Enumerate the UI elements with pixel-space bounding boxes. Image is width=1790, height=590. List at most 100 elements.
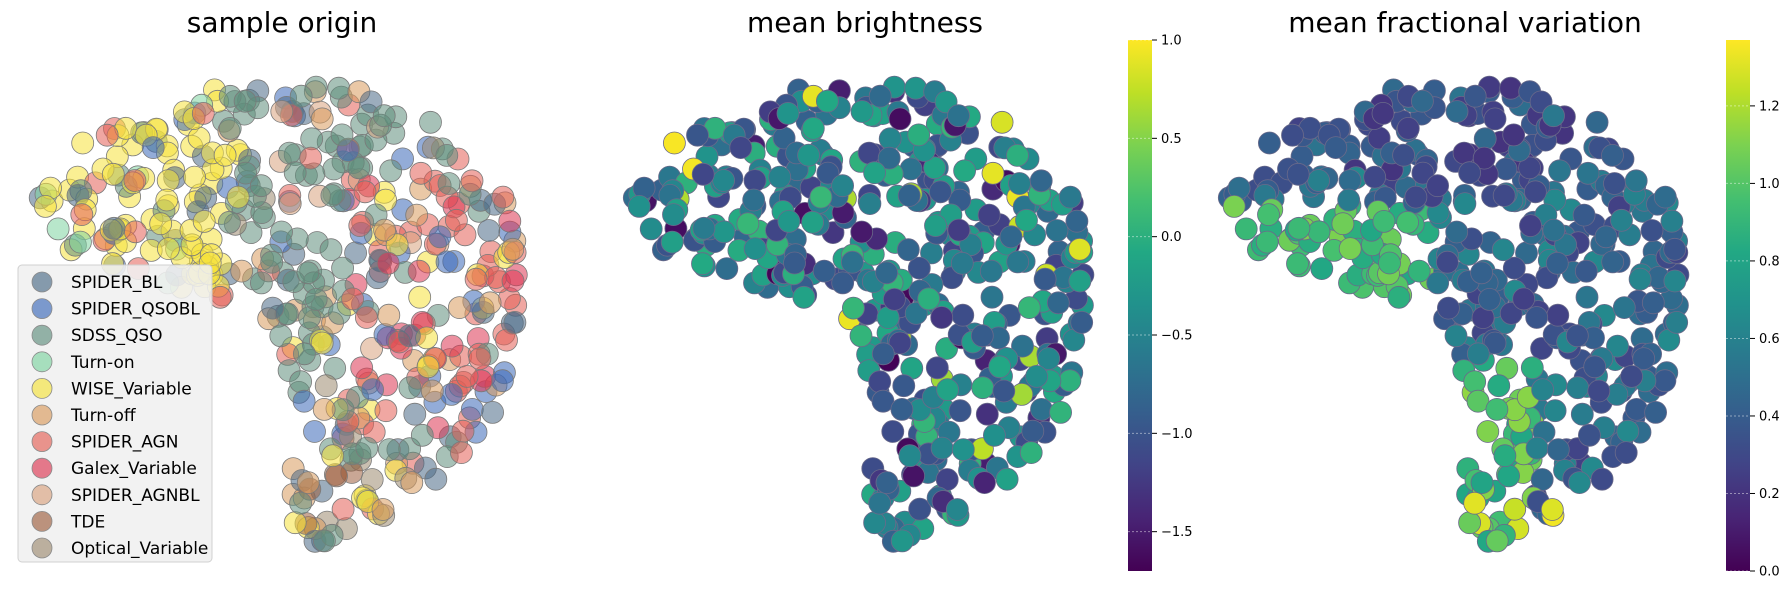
scatter-point	[809, 185, 833, 209]
scatter-point	[981, 161, 1005, 185]
scatter-point	[1492, 184, 1516, 207]
scatter-point	[226, 185, 250, 209]
scatter-point	[1371, 102, 1395, 125]
scatter-point	[501, 237, 525, 261]
scatter-point	[1575, 285, 1599, 309]
scatter-point	[296, 261, 320, 285]
scatter-point	[792, 285, 816, 309]
scatter-point	[945, 498, 969, 521]
scatter-point	[1518, 156, 1541, 180]
scatter-point	[831, 271, 855, 295]
scatter-point	[831, 174, 854, 198]
scatter-point	[871, 342, 895, 366]
scatter-point	[296, 471, 320, 495]
scatter-point	[70, 203, 94, 227]
legend-marker	[31, 537, 53, 559]
scatter-point	[230, 259, 254, 283]
scatter-point	[868, 84, 892, 108]
scatter-point	[405, 203, 429, 227]
scatter-point	[1372, 209, 1396, 233]
scatter-point	[321, 444, 345, 468]
scatter-point	[1590, 467, 1614, 491]
scatter-point	[1483, 107, 1507, 131]
scatter-point	[1644, 400, 1667, 424]
scatter-point	[249, 174, 273, 198]
scatter-point	[925, 356, 949, 380]
scatter-point	[1068, 269, 1092, 293]
scatter-point	[283, 511, 307, 535]
scatter-point	[353, 180, 377, 204]
scatter-point	[1614, 441, 1638, 465]
scatter-point	[1029, 169, 1053, 193]
chart-title: mean fractional variation	[1288, 6, 1642, 39]
colorbar-ticks: 1.0 0.5 0.0 −0.5 −1.0 −1.5	[1128, 34, 1193, 540]
scatter-point	[1472, 146, 1496, 170]
colorbar-tick-label: −0.5	[1161, 329, 1193, 344]
scatter-point	[1503, 497, 1527, 521]
scatter-point	[156, 237, 180, 261]
scatter-point	[191, 102, 215, 125]
scatter-point	[947, 218, 971, 242]
scatter-point	[1512, 287, 1536, 311]
scatter-point	[1286, 162, 1310, 186]
scatter-point	[1033, 267, 1057, 291]
scatter-point	[1578, 423, 1601, 447]
scatter-point	[1601, 143, 1624, 167]
legend-entries: SPIDER_BL SPIDER_QSOBL SDSS_QSO Turn-on WISE…	[31, 271, 208, 559]
legend-label: WISE_Variable	[71, 379, 192, 399]
scatter-point	[269, 324, 293, 348]
scatter-point	[907, 123, 931, 147]
scatter-point	[1445, 100, 1469, 123]
scatter-point	[277, 141, 301, 165]
scatter-point	[801, 116, 825, 140]
scatter-point	[1337, 188, 1361, 212]
scatter-point	[897, 184, 921, 207]
scatter-point	[1620, 364, 1643, 388]
colorbar-tick-label: 0.0	[1161, 230, 1182, 245]
scatter-point	[156, 169, 180, 193]
scatter-point	[1625, 397, 1648, 421]
scatter-point	[712, 169, 735, 192]
scatter-point	[234, 161, 258, 185]
scatter-point	[1531, 378, 1554, 402]
scatter-point	[1583, 355, 1607, 379]
legend-label: Turn-off	[70, 406, 137, 426]
scatter-point	[398, 376, 422, 400]
scatter-point	[663, 131, 686, 155]
scatter-point	[995, 467, 1019, 491]
scatter-point	[319, 238, 343, 262]
scatter-point	[95, 123, 119, 147]
scatter-point	[1540, 498, 1564, 521]
scatter-point	[46, 217, 70, 241]
scatter-point	[1478, 287, 1501, 311]
scatter-point	[1006, 143, 1029, 167]
scatter-point	[1610, 208, 1633, 232]
scatter-point	[460, 397, 484, 421]
legend-marker	[31, 324, 53, 346]
scatter-point	[988, 355, 1012, 379]
scatter-point	[1485, 529, 1509, 553]
scatter-point	[930, 306, 954, 329]
scatter-point	[729, 136, 753, 160]
scatter-point	[437, 172, 461, 195]
scatter-point	[890, 529, 914, 553]
scatter-point	[460, 169, 484, 193]
scatter-point	[1499, 76, 1523, 100]
legend-label: Optical_Variable	[71, 539, 208, 559]
scatter-point	[1612, 296, 1636, 320]
scatter-point	[1545, 251, 1569, 275]
scatter-point	[123, 169, 147, 192]
scatter-point	[374, 399, 398, 423]
colorbar-tick-label: 1.2	[1759, 99, 1780, 114]
colorbar-tick-label: 0.5	[1161, 132, 1182, 147]
scatter-point	[1548, 159, 1571, 183]
scatter-point	[1499, 301, 1523, 325]
scatter-point	[1542, 218, 1566, 242]
scatter-point	[692, 216, 716, 240]
scatter-point	[1257, 203, 1280, 227]
scatter-point	[444, 208, 468, 232]
scatter-point	[850, 220, 874, 244]
legend-marker	[31, 457, 53, 479]
legend-label: TDE	[70, 512, 105, 532]
legend-label: SPIDER_AGNBL	[71, 486, 200, 506]
